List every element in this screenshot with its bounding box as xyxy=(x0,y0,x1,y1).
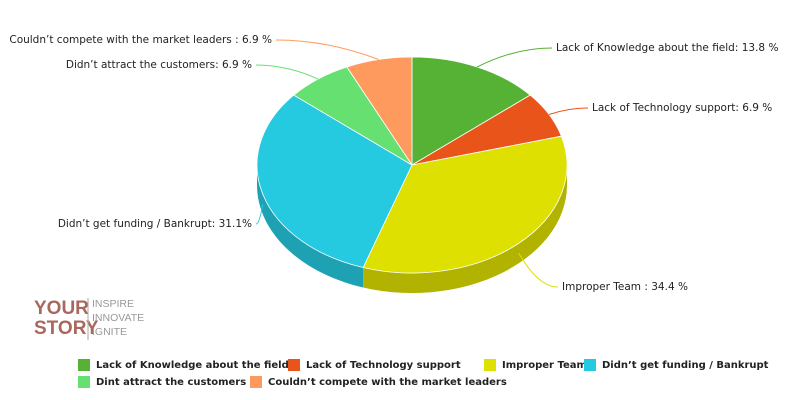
leader-line xyxy=(518,253,559,288)
brand: STORY xyxy=(34,318,99,339)
leader-line xyxy=(548,107,589,115)
data-label: Lack of Technology support: 6.9 % xyxy=(592,102,772,114)
brand: YOUR xyxy=(34,298,89,319)
data-label: Lack of Knowledge about the field: 13.8 … xyxy=(556,42,778,54)
legend-label: Couldn’t compete with the market leaders xyxy=(268,377,507,388)
legend-label: Lack of Knowledge about the field xyxy=(96,360,289,371)
legend-swatch xyxy=(78,376,90,388)
slice xyxy=(346,56,413,167)
legend-swatch xyxy=(78,359,90,371)
legend-swatch xyxy=(484,359,496,371)
legend-label: Lack of Technology support xyxy=(306,360,461,371)
legend-swatch xyxy=(250,376,262,388)
slice xyxy=(362,135,568,274)
legend-swatch xyxy=(288,359,300,371)
legend-swatch xyxy=(584,359,596,371)
data-label: Couldn’t compete with the market leaders… xyxy=(9,34,272,46)
legend-label: Dint attract the customers xyxy=(96,377,246,388)
tagline: INNOVATE xyxy=(92,312,144,324)
leader-line xyxy=(255,64,319,80)
watermark: YOUR STORY INSPIRE INNOVATE IGNITE xyxy=(34,298,144,340)
slice xyxy=(256,94,413,268)
leader-line xyxy=(275,39,379,60)
data-label: Improper Team : 34.4 % xyxy=(562,281,688,293)
data-label: Didn’t attract the customers: 6.9 % xyxy=(66,59,252,71)
legend-label: Improper Team xyxy=(502,360,587,371)
leader-line xyxy=(476,47,553,68)
data-label: Didn’t get funding / Bankrupt: 31.1% xyxy=(58,218,252,230)
tagline: INSPIRE xyxy=(92,298,134,310)
tagline: IGNITE xyxy=(92,326,127,338)
slice-side xyxy=(363,165,567,293)
slice-side xyxy=(257,165,364,288)
slice xyxy=(411,56,531,166)
leader-line xyxy=(255,204,264,225)
legend-label: Didn’t get funding / Bankrupt xyxy=(602,360,769,371)
